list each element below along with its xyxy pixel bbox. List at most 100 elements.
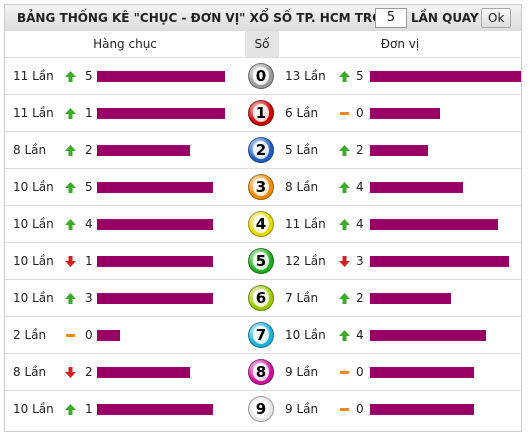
- digit: 8: [253, 363, 269, 381]
- units-header: Đơn vị: [380, 37, 420, 51]
- digit-ball: 3: [248, 174, 274, 200]
- count-label: 8 Lần: [13, 365, 47, 379]
- change-value: 4: [356, 328, 364, 342]
- digit-header: Số: [245, 31, 279, 57]
- digit: 1: [253, 104, 269, 122]
- trend-icon: [65, 330, 76, 344]
- count-label: 10 Lần: [13, 254, 54, 268]
- trend-icon: [339, 182, 350, 196]
- digit: 4: [253, 215, 269, 233]
- digit-ball: 8: [248, 359, 274, 385]
- count-bar: [370, 71, 521, 82]
- count-label: 11 Lần: [13, 69, 54, 83]
- count-label: 8 Lần: [285, 180, 319, 194]
- change-value: 1: [85, 106, 93, 120]
- stat-row: 10 Lần 1 12 Lần 3 5: [5, 242, 521, 280]
- count-bar: [97, 219, 213, 230]
- stat-row: 10 Lần 4 11 Lần 4 4: [5, 205, 521, 243]
- trend-icon: [65, 182, 76, 196]
- trend-icon: [65, 145, 76, 159]
- stat-row: 8 Lần 2 5 Lần 2 2: [5, 131, 521, 169]
- count-bar: [370, 145, 428, 156]
- change-value: 4: [85, 217, 93, 231]
- count-input[interactable]: 5: [375, 8, 407, 28]
- count-bar: [370, 182, 463, 193]
- count-bar: [97, 256, 213, 267]
- change-value: 0: [356, 106, 364, 120]
- stat-row: 10 Lần 1 9 Lần 0 9: [5, 390, 521, 428]
- count-label: 11 Lần: [285, 217, 326, 231]
- digit-ball: 2: [248, 137, 274, 163]
- count-bar: [97, 404, 213, 415]
- count-label: 10 Lần: [13, 217, 54, 231]
- count-bar: [370, 404, 475, 415]
- trend-icon: [339, 108, 350, 122]
- digit: 0: [253, 67, 269, 85]
- title: BẢNG THỐNG KÊ "CHỤC - ĐƠN VỊ" XỔ SỐ TP. …: [17, 11, 403, 25]
- trend-icon: [339, 293, 350, 307]
- stats-table: BẢNG THỐNG KÊ "CHỤC - ĐƠN VỊ" XỔ SỐ TP. …: [4, 4, 522, 432]
- digit-ball: 5: [248, 248, 274, 274]
- trend-icon: [339, 330, 350, 344]
- count-label: 8 Lần: [13, 143, 47, 157]
- count-label: 10 Lần: [13, 402, 54, 416]
- trend-icon: [65, 219, 76, 233]
- digit-ball: 1: [248, 100, 274, 126]
- change-value: 4: [356, 180, 364, 194]
- stat-row: 10 Lần 5 8 Lần 4 3: [5, 168, 521, 206]
- change-value: 0: [356, 365, 364, 379]
- change-value: 2: [85, 143, 93, 157]
- count-label: 9 Lần: [285, 365, 319, 379]
- digit-ball: 4: [248, 211, 274, 237]
- count-label: 6 Lần: [285, 106, 319, 120]
- digit-ball: 6: [248, 285, 274, 311]
- change-value: 4: [356, 217, 364, 231]
- count-bar: [97, 182, 213, 193]
- ok-button[interactable]: Ok: [481, 8, 512, 28]
- count-label: 13 Lần: [285, 69, 326, 83]
- count-bar: [370, 367, 475, 378]
- tens-header: Hàng chục: [93, 37, 157, 51]
- stat-row: 2 Lần 0 10 Lần 4 7: [5, 316, 521, 354]
- trend-icon: [339, 367, 350, 381]
- count-bar: [370, 219, 498, 230]
- digit: 2: [253, 141, 269, 159]
- trend-icon: [65, 256, 76, 270]
- count-label: 2 Lần: [13, 328, 47, 342]
- count-label: 10 Lần: [13, 291, 54, 305]
- change-value: 5: [85, 69, 93, 83]
- count-label: 12 Lần: [285, 254, 326, 268]
- count-bar: [97, 145, 190, 156]
- trend-icon: [65, 108, 76, 122]
- count-bar: [97, 108, 225, 119]
- stat-row: 8 Lần 2 9 Lần 0 8: [5, 353, 521, 391]
- count-bar: [370, 293, 452, 304]
- count-bar: [370, 256, 510, 267]
- count-label: 11 Lần: [13, 106, 54, 120]
- change-value: 0: [356, 402, 364, 416]
- change-value: 0: [85, 328, 93, 342]
- digit-ball: 9: [248, 396, 274, 422]
- trend-icon: [65, 293, 76, 307]
- change-value: 1: [85, 402, 93, 416]
- trend-icon: [339, 219, 350, 233]
- count-label: 10 Lần: [285, 328, 326, 342]
- digit-ball: 0: [248, 63, 274, 89]
- trend-icon: [65, 404, 76, 418]
- digit: 5: [253, 252, 269, 270]
- count-bar: [370, 108, 440, 119]
- change-value: 1: [85, 254, 93, 268]
- digit: 9: [253, 400, 269, 418]
- digit: 3: [253, 178, 269, 196]
- digit: 6: [253, 289, 269, 307]
- trend-icon: [339, 145, 350, 159]
- change-value: 5: [356, 69, 364, 83]
- count-bar: [97, 293, 213, 304]
- change-value: 3: [356, 254, 364, 268]
- digit-ball: 7: [248, 322, 274, 348]
- count-label: 5 Lần: [285, 143, 319, 157]
- count-label: 7 Lần: [285, 291, 319, 305]
- trend-icon: [65, 367, 76, 381]
- change-value: 2: [356, 291, 364, 305]
- count-label: 9 Lần: [285, 402, 319, 416]
